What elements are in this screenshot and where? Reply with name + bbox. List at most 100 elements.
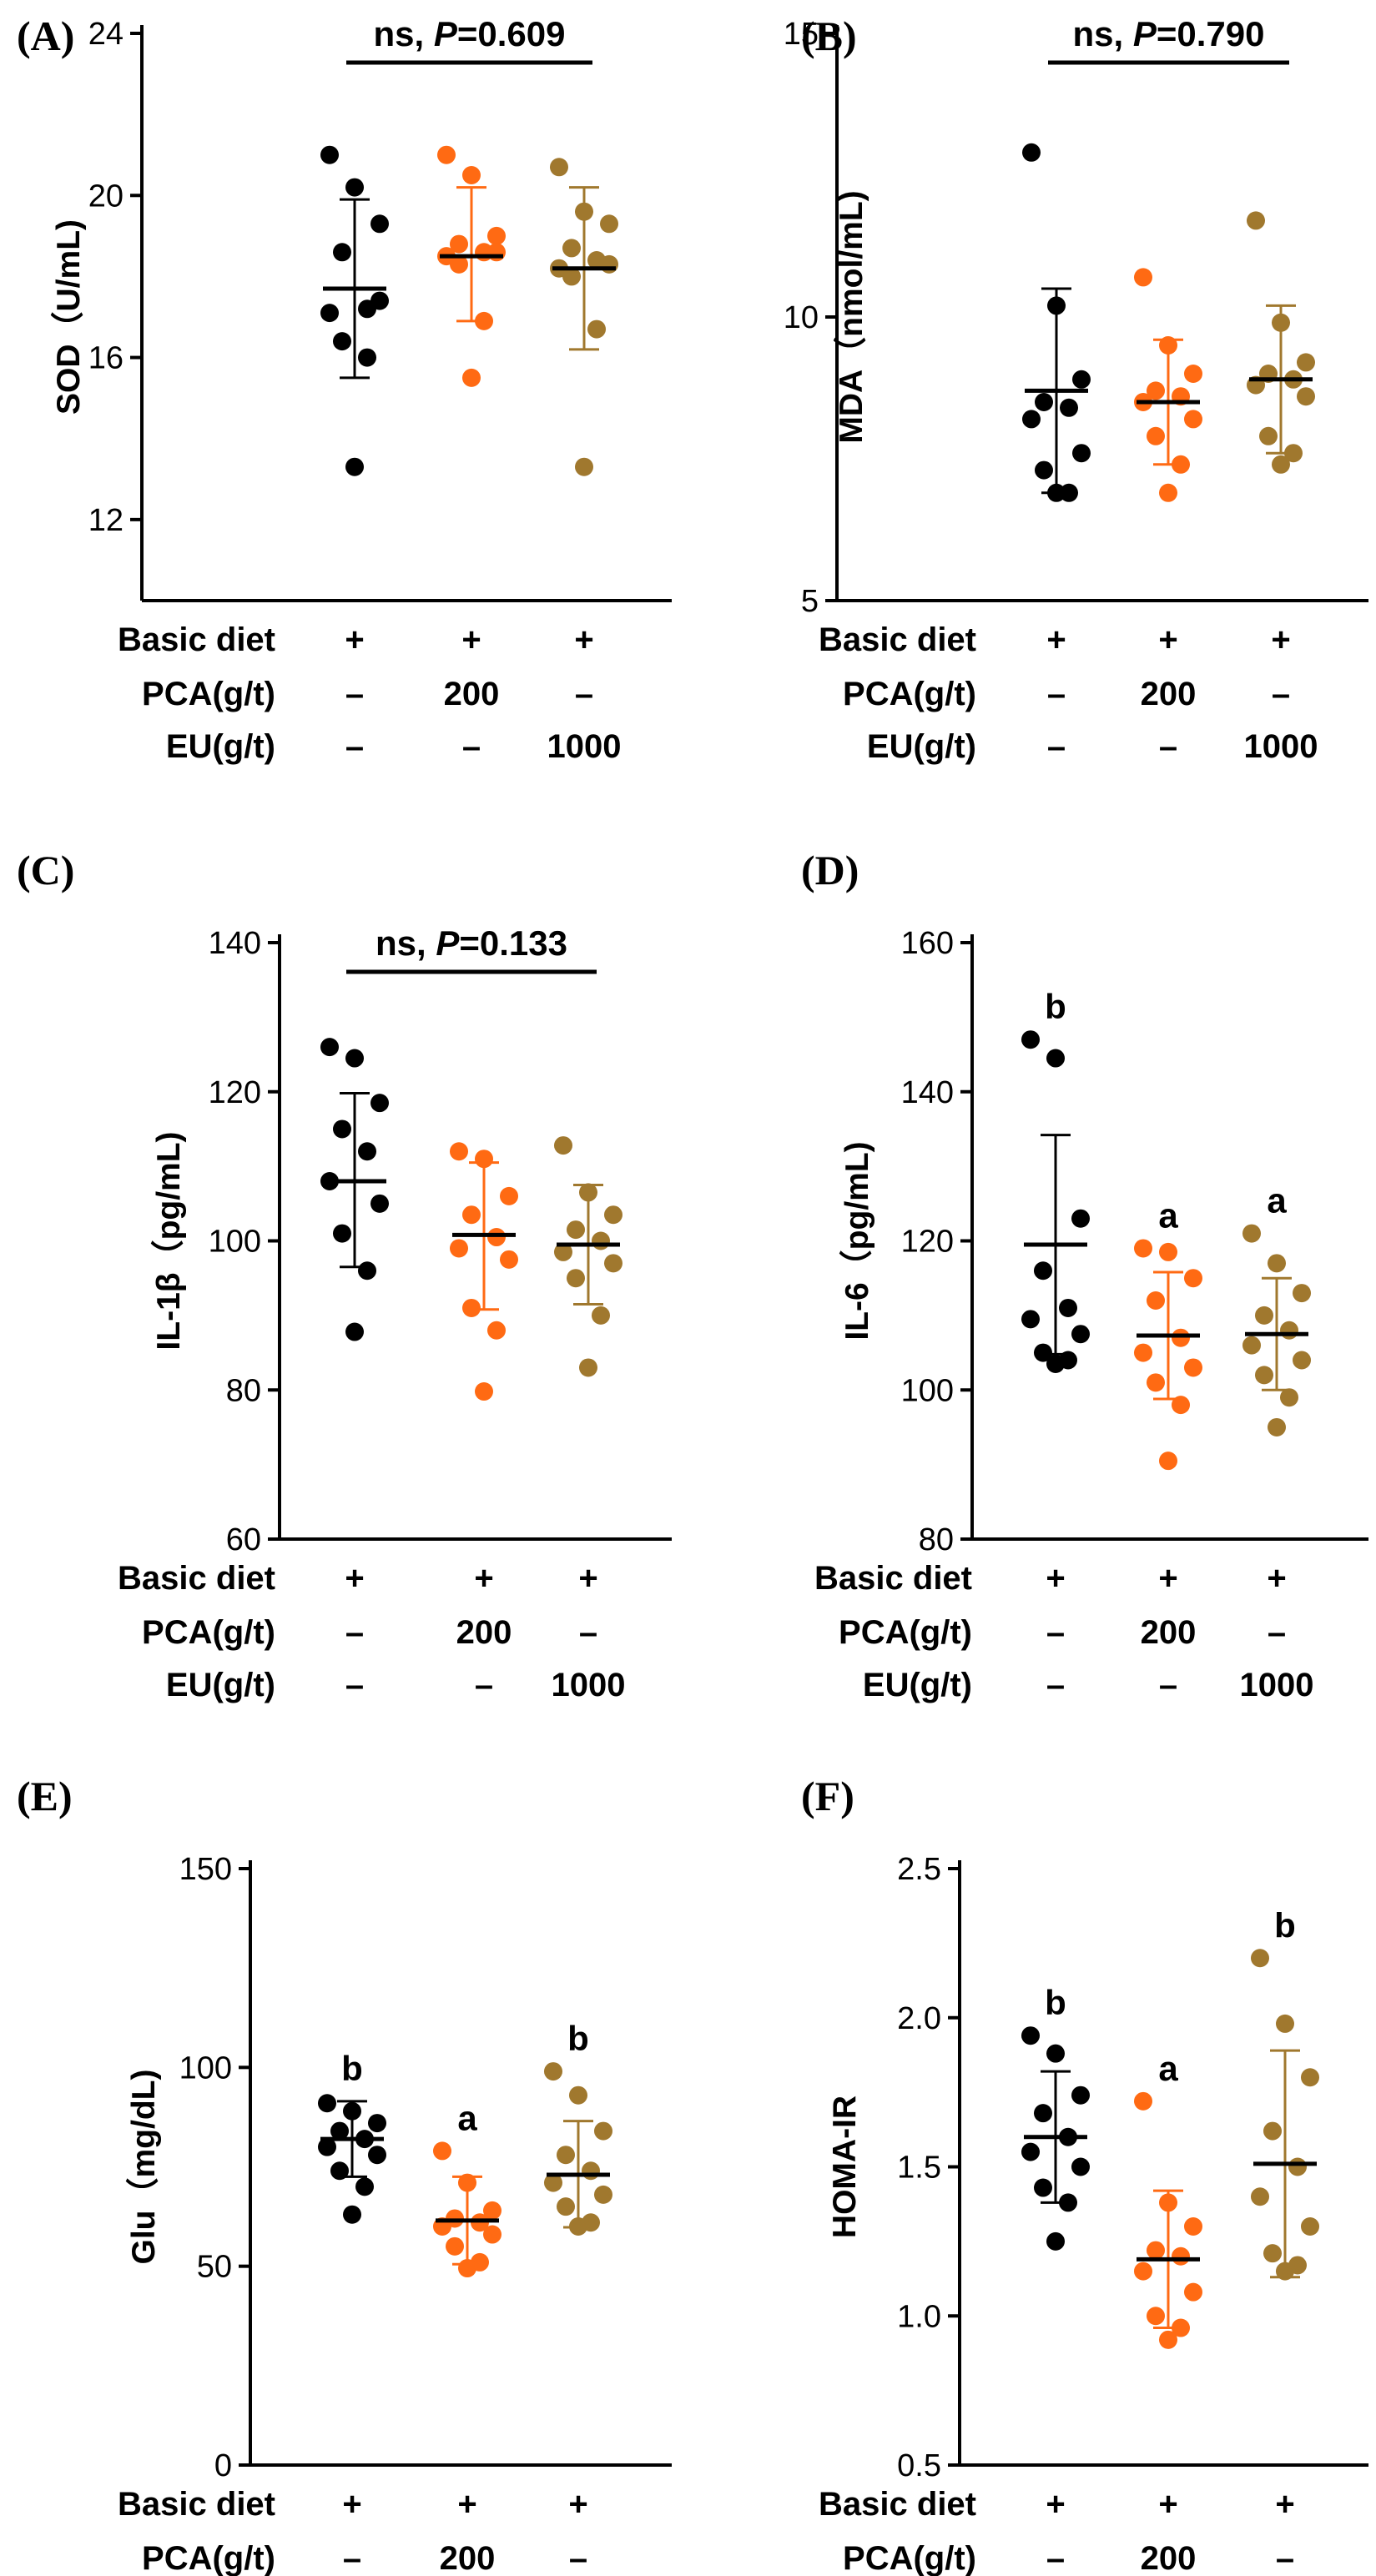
y-tick-label: 60 (226, 1522, 261, 1557)
data-point (320, 1038, 339, 1057)
significance-letter: b (341, 2049, 363, 2088)
data-point (1134, 2091, 1152, 2111)
y-tick-label: 1.5 (897, 2151, 941, 2186)
chart-panel: (D) 80 100 120 140 160 IL-6（pg/mL) b a a Basic die… (801, 847, 1368, 1703)
y-tick-label: 50 (197, 2250, 232, 2285)
data-point (1272, 455, 1290, 474)
treatment-row-label: Basic diet (118, 2486, 275, 2523)
chart-panel: (E) 0 50 100 150 Glu（mg/dL) b a b Basic diet + + + PC… (17, 1773, 672, 2576)
treatment-cell: 1000 (1244, 728, 1318, 765)
data-point (475, 1150, 493, 1169)
data-point (487, 1321, 506, 1340)
data-point (592, 1306, 610, 1325)
treatment-cell: – (345, 676, 364, 712)
data-point (1159, 2330, 1177, 2349)
treatment-cell: – (462, 728, 481, 765)
y-axis-title: HOMA-IR (827, 2096, 863, 2238)
treatment-cell: – (1047, 676, 1066, 712)
data-point (320, 145, 339, 164)
significance-letter: b (567, 2019, 589, 2058)
data-point (1284, 444, 1303, 463)
treatment-cell: – (1272, 676, 1290, 712)
chart-panel: (A) 12 16 20 24 SOD（U/mL) ns, P=0.609 Basic die… (17, 13, 672, 765)
treatment-cell: + (578, 1560, 597, 1597)
data-point (604, 1205, 622, 1225)
data-point (1071, 2157, 1090, 2176)
treatment-cell: + (1275, 2486, 1294, 2523)
data-point (557, 2197, 575, 2216)
data-point (562, 267, 581, 286)
treatment-cell: 200 (1141, 1614, 1197, 1651)
treatment-cell: + (1158, 2486, 1177, 2523)
treatment-cell: 200 (440, 2540, 496, 2576)
data-point (1259, 426, 1278, 445)
significance-ns: ns, (376, 923, 436, 963)
significance-ns: ns, (1072, 14, 1132, 53)
y-tick-label: 2.0 (897, 2001, 941, 2036)
data-point (1071, 1325, 1090, 1344)
data-point (330, 2121, 349, 2141)
data-point (1021, 2142, 1040, 2161)
treatment-row-label: PCA(g/t) (843, 676, 976, 712)
treatment-row-label: EU(g/t) (863, 1667, 972, 1703)
significance-letter: b (1045, 1983, 1066, 2022)
treatment-cell: + (461, 621, 481, 658)
data-point (1046, 2231, 1065, 2251)
y-tick-label: 5 (801, 584, 819, 619)
y-tick-label: 120 (209, 1075, 261, 1110)
data-point (1021, 1030, 1040, 1049)
data-point (1147, 381, 1165, 400)
data-point (1059, 2193, 1077, 2212)
treatment-cell: – (345, 1614, 364, 1651)
data-point (358, 1261, 376, 1280)
significance-letter: a (457, 2098, 477, 2137)
data-point (554, 1242, 572, 1261)
y-tick-label: 16 (88, 341, 123, 376)
treatment-cell: + (1046, 2486, 1065, 2523)
significance-letter: a (1267, 1181, 1287, 1220)
y-tick-label: 12 (88, 503, 123, 538)
data-point (487, 243, 506, 262)
data-point (1255, 1306, 1273, 1325)
data-point (345, 457, 364, 476)
treatment-cell: – (569, 2540, 587, 2576)
data-point (1035, 460, 1053, 480)
significance-letter: b (1274, 1905, 1296, 1945)
data-point (1172, 455, 1190, 474)
treatment-cell: – (1047, 728, 1066, 765)
significance-p-value: =0.790 (1157, 14, 1265, 53)
data-point (550, 158, 568, 177)
treatment-cell: 1000 (552, 1667, 626, 1703)
treatment-cell: – (345, 1667, 364, 1703)
treatment-cell: + (1046, 621, 1066, 658)
data-point (575, 457, 593, 476)
data-point (437, 145, 456, 164)
data-point (1021, 2026, 1040, 2045)
significance-label: ns, P=0.790 (1072, 14, 1264, 53)
data-point (475, 1382, 493, 1401)
y-tick-label: 2.5 (897, 1852, 941, 1887)
treatment-cell: – (343, 2540, 361, 2576)
data-point (1071, 1209, 1090, 1228)
treatment-cell: + (1267, 1560, 1286, 1597)
data-point (604, 1254, 622, 1273)
data-point (368, 2114, 386, 2133)
data-point (1297, 387, 1315, 406)
data-point (458, 2173, 476, 2192)
y-tick-label: 20 (88, 179, 123, 214)
data-point (370, 1194, 389, 1213)
treatment-cell: 200 (1141, 2540, 1197, 2576)
y-tick-label: 120 (901, 1225, 954, 1260)
data-point (333, 1224, 351, 1243)
chart-panel: (B) 5 10 15 MDA（nmol/mL) ns, P=0.790 Basic die… (784, 13, 1368, 765)
data-point (1159, 1452, 1177, 1471)
data-point (318, 2094, 336, 2113)
data-point (318, 2137, 336, 2156)
treatment-cell: + (345, 621, 364, 658)
data-point (594, 2121, 612, 2141)
data-point (1034, 2178, 1052, 2197)
data-point (343, 2205, 361, 2224)
treatment-row-label: EU(g/t) (166, 1667, 275, 1703)
data-point (1184, 1358, 1202, 1377)
treatment-cell: + (342, 2486, 361, 2523)
